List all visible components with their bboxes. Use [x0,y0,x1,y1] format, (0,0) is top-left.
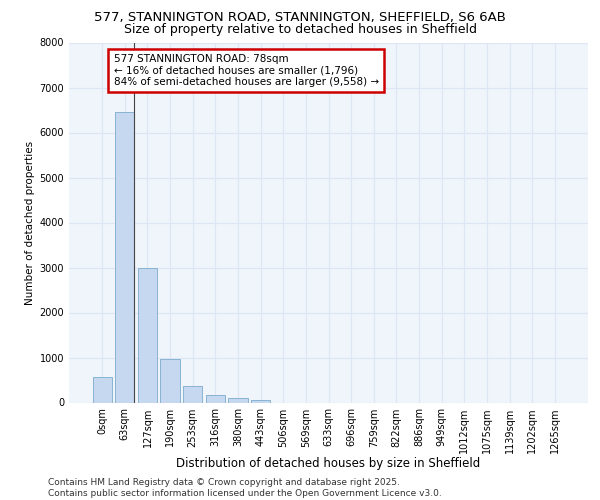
Bar [251,400,270,402]
X-axis label: Distribution of detached houses by size in Sheffield: Distribution of detached houses by size … [176,457,481,470]
Bar [115,112,134,403]
Bar [138,268,157,402]
Y-axis label: Number of detached properties: Number of detached properties [25,140,35,304]
Text: 577 STANNINGTON ROAD: 78sqm
← 16% of detached houses are smaller (1,796)
84% of : 577 STANNINGTON ROAD: 78sqm ← 16% of det… [113,54,379,87]
Bar [160,360,180,403]
Text: Contains HM Land Registry data © Crown copyright and database right 2025.
Contai: Contains HM Land Registry data © Crown c… [48,478,442,498]
Bar [229,398,248,402]
Bar [92,378,112,402]
Text: 577, STANNINGTON ROAD, STANNINGTON, SHEFFIELD, S6 6AB: 577, STANNINGTON ROAD, STANNINGTON, SHEF… [94,12,506,24]
Text: Size of property relative to detached houses in Sheffield: Size of property relative to detached ho… [124,22,476,36]
Bar [183,386,202,402]
Bar [206,395,225,402]
